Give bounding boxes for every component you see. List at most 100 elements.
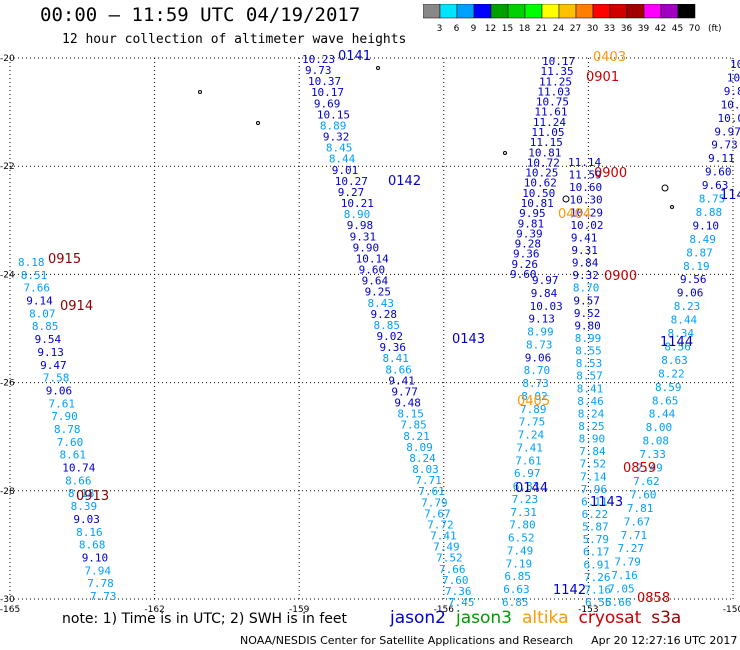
wave-height-value: 7.52 (580, 458, 607, 471)
wave-height-value: 6.52 (508, 532, 535, 545)
wave-height-value: 11.14 (568, 156, 601, 169)
island-icon (562, 195, 570, 203)
wave-height-value: 11.61 (534, 106, 567, 119)
wave-height-value: 9.47 (40, 359, 67, 372)
wave-height-value: 9.98 (347, 219, 374, 232)
legend-label: 39 (638, 24, 650, 34)
wave-height-value: 8.24 (409, 452, 436, 465)
pass-time-label: 0141 (338, 49, 371, 64)
wave-height-value: 6.63 (503, 583, 530, 596)
wave-height-value: 8.78 (54, 423, 81, 436)
wave-height-value: 9.80 (574, 319, 601, 332)
wave-height-value: 9.52 (574, 307, 601, 320)
wave-height-value: 8.89 (320, 119, 347, 132)
wave-height-value: 11.59 (568, 169, 601, 182)
longitude-tick-label: -165 (0, 605, 20, 615)
wave-height-value: 6.85 (502, 596, 529, 609)
wave-height-value: 7.84 (579, 445, 606, 458)
wave-height-value: 10.72 (527, 156, 560, 169)
longitude-tick-label: -162 (144, 605, 164, 615)
wave-height-value: 9.06 (46, 384, 73, 397)
wave-height-value: 10.02 (570, 219, 603, 232)
wave-height-value: 9.13 (37, 346, 64, 359)
wave-height-value: 7.67 (424, 507, 451, 520)
wave-height-value: 8.18 (18, 256, 45, 269)
wave-height-value: 10.17 (311, 86, 344, 99)
wave-height-value: 7.41 (430, 530, 457, 543)
wave-height-value: 9.84 (531, 287, 558, 300)
wave-height-value: 9.84 (572, 257, 599, 270)
wave-height-value: 10.27 (335, 175, 368, 188)
wave-height-value: 10.50 (522, 187, 555, 200)
wave-height-value: 9.60 (510, 268, 537, 281)
wave-height-value: 9.97 (532, 274, 559, 287)
wave-height-value: 8.21 (403, 430, 430, 443)
longitude-tick-label: -150 (723, 605, 740, 615)
wave-height-value: 9.31 (350, 230, 377, 243)
map-subtitle: 12 hour collection of altimeter wave hei… (62, 32, 407, 47)
pass-time-label: 0858 (637, 591, 670, 606)
wave-height-value: 7.78 (87, 577, 114, 590)
legend-label: 70 (689, 24, 701, 34)
wave-height-value: 8.02 (521, 390, 548, 403)
island-icon (376, 66, 380, 70)
wave-height-value: 7.05 (608, 583, 635, 596)
wave-height-value: 9.26 (512, 258, 539, 271)
wave-height-value: 8.90 (344, 208, 371, 221)
satellite-name: s3a (651, 608, 682, 628)
wave-height-value: 7.49 (433, 541, 460, 554)
wave-height-value: 6.66 (605, 596, 632, 609)
wave-height-value: 8.73 (526, 338, 553, 351)
pass-time-label: 0144 (515, 481, 548, 496)
wave-height-value: 8.00 (646, 421, 673, 434)
map-title: 00:00 – 11:59 UTC 04/19/2017 (40, 4, 361, 26)
legend-label: 18 (519, 24, 531, 34)
wave-height-value: 10.81 (521, 197, 554, 210)
wave-height-value: 6.91 (584, 558, 611, 571)
pass-time-label: 0914 (60, 299, 93, 314)
latitude-tick-label: -24 (0, 270, 15, 280)
wave-height-value: 9.11 (708, 152, 735, 165)
map-note: note: 1) Time is in UTC; 2) SWH is in fe… (62, 611, 348, 627)
wave-height-value: 10.37 (308, 75, 341, 88)
wave-height-value: 7.45 (448, 596, 475, 609)
island-icon (503, 151, 507, 155)
legend-label: 24 (553, 24, 565, 34)
legend-label: 3 (437, 24, 443, 34)
wave-height-value: 7.85 (400, 419, 427, 432)
credit-line: NOAA/NESDIS Center for Satellite Applica… (240, 634, 737, 647)
wave-height-value: 7.61 (418, 485, 445, 498)
wave-height-value: 7.61 (48, 397, 75, 410)
wave-height-value: 8.39 (71, 500, 98, 513)
wave-height-value: 9.06 (677, 287, 704, 300)
satellite-name: jason3 (456, 608, 512, 628)
wave-height-value: 6.17 (583, 546, 610, 559)
wave-height-value: 7.16 (585, 583, 612, 596)
wave-height-value: 7.52 (436, 552, 463, 565)
wave-height-value: 7.33 (639, 448, 666, 461)
wave-height-value: 9.31 (571, 244, 598, 257)
wave-height-value: 7.80 (509, 519, 536, 532)
wave-height-value: 7.71 (415, 474, 442, 487)
wave-height-value: 9.8 (724, 85, 740, 98)
wave-height-value: 7.31 (510, 506, 537, 519)
wave-height-value: 8.99 (575, 332, 602, 345)
legend-label: 9 (471, 24, 477, 34)
wave-height-value: 8.55 (575, 345, 602, 358)
wave-height-value: 10.03 (530, 300, 563, 313)
wave-height-value: 8.16 (76, 526, 103, 539)
wave-height-value: 7.72 (427, 518, 454, 531)
wave-height-value: 9.60 (705, 166, 732, 179)
wave-height-value: 8.44 (649, 408, 676, 421)
wave-height-value: 7.79 (614, 556, 641, 569)
wave-height-value: 10.75 (536, 96, 569, 109)
wave-height-value: 8.51 (21, 269, 48, 282)
wave-height-value: 10.23 (302, 53, 335, 66)
wave-height-value: 7.66 (24, 282, 50, 295)
wave-height-value: 8.24 (578, 407, 605, 420)
wave-height-value: 7.66 (439, 563, 466, 576)
island-icon (198, 90, 202, 94)
latitude-tick-label: -30 (0, 595, 15, 605)
legend-label: 27 (570, 24, 581, 34)
